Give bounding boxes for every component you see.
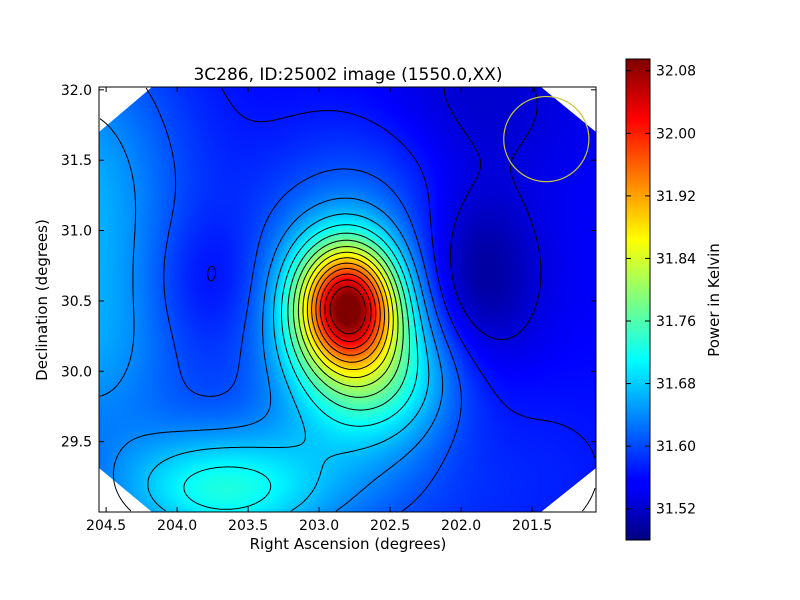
x-tick-label: 204.5 <box>86 518 126 534</box>
contour-line <box>183 224 419 510</box>
contour-line <box>319 273 377 349</box>
colorbar-tick-label: 31.52 <box>656 502 696 518</box>
y-tick-label: 30.0 <box>61 364 92 380</box>
contour-line <box>302 251 394 379</box>
y-axis: 29.5 30.0 30.5 31.0 31.5 32.0 <box>61 83 596 451</box>
plot-frame <box>98 86 597 513</box>
y-tick-label: 29.5 <box>61 435 92 451</box>
colorbar-frame <box>625 58 651 541</box>
contour-line <box>324 279 372 342</box>
chart-title: 3C286, ID:25002 image (1550.0,XX) <box>193 65 502 85</box>
x-tick-label: 203.5 <box>228 518 268 534</box>
contour-line <box>292 239 404 398</box>
contour-line <box>329 286 367 335</box>
colorbar: 31.52 31.60 31.68 31.76 31.84 31.92 32.00 32.08… <box>625 58 723 541</box>
y-tick-label: 30.5 <box>61 294 92 310</box>
contour-line <box>443 87 542 341</box>
colorbar-tick-label: 31.60 <box>656 439 696 455</box>
contour-line <box>297 246 399 388</box>
x-tick-label: 202.5 <box>370 518 410 534</box>
colorbar-tick-label: 31.84 <box>656 251 696 267</box>
y-tick-label: 31.0 <box>61 224 92 240</box>
y-axis-label: Declination (degrees) <box>33 219 51 381</box>
x-tick-label: 202.0 <box>441 518 481 534</box>
contour-lines <box>99 87 596 512</box>
colorbar-tick-label: 31.68 <box>656 377 696 393</box>
colorbar-gradient <box>626 59 650 540</box>
x-tick-label: 204.0 <box>157 518 197 534</box>
colorbar-tick-label: 32.08 <box>656 64 696 80</box>
plot-area <box>98 86 597 513</box>
x-axis: 204.5 204.0 203.5 203.0 202.5 202.0 201.5 <box>86 87 552 534</box>
colorbar-tick-label: 31.92 <box>656 189 696 205</box>
contour-line <box>306 257 390 370</box>
contour-line <box>147 213 430 512</box>
contour-line <box>207 87 596 512</box>
colorbar-tick-label: 31.76 <box>656 314 696 330</box>
contour-line <box>99 118 444 512</box>
y-tick-label: 32.0 <box>61 83 92 99</box>
x-tick-label: 201.5 <box>512 518 552 534</box>
beam-circle <box>503 95 590 183</box>
contour-line <box>311 262 385 363</box>
y-tick-label: 31.5 <box>61 153 92 169</box>
colorbar-tick-label: 32.00 <box>656 126 696 142</box>
colorbar-ticks: 31.52 31.60 31.68 31.76 31.84 31.92 32.00 32.08 <box>626 64 696 518</box>
colorbar-label: Power in Kelvin <box>705 243 723 357</box>
contour-line <box>315 268 381 356</box>
contour-line <box>287 232 410 411</box>
heatmap-image <box>99 87 596 512</box>
contour-line <box>145 87 462 512</box>
x-tick-label: 203.0 <box>299 518 339 534</box>
x-axis-label: Right Ascension (degrees) <box>250 535 447 553</box>
